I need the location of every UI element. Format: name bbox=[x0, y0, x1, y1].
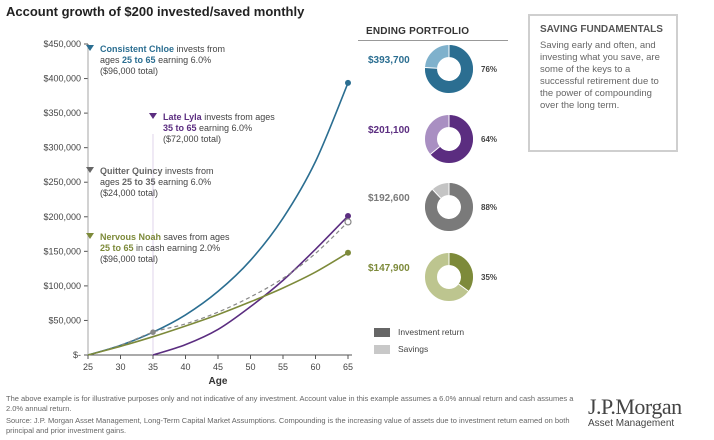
annotation-line1-noah: Nervous Noah saves from ages bbox=[100, 232, 230, 242]
annotation-text-chloe: invests from bbox=[174, 44, 225, 54]
growth-line-chart: $- $50,000 $100,000 $150,000 $200,000 $250,00… bbox=[43, 39, 353, 387]
footnote-disclaimer: The above example is for illustrative pu… bbox=[6, 394, 574, 413]
annotation-name-quincy: Quitter Quincy bbox=[100, 166, 163, 176]
annotation-ages-chloe: 25 to 65 bbox=[122, 55, 156, 65]
x-tick-label: 30 bbox=[115, 362, 125, 372]
y-tick-label: $50,000 bbox=[48, 315, 81, 325]
annotation-total-quincy: ($24,000 total) bbox=[100, 188, 158, 198]
annotation-ages-quincy: 25 to 35 bbox=[122, 177, 156, 187]
footnote-source: Source: J.P. Morgan Asset Management, Lo… bbox=[6, 416, 570, 435]
y-tick-label: $450,000 bbox=[43, 39, 81, 49]
portfolio-value-1: $393,700 bbox=[368, 55, 410, 66]
end-marker-chloe bbox=[345, 79, 351, 86]
x-tick-label: 25 bbox=[83, 362, 93, 372]
y-tick-label: $250,000 bbox=[43, 177, 81, 187]
portfolio-return-pct-1: 76% bbox=[481, 65, 498, 74]
jpmorgan-logo: J.P.Morgan Asset Management bbox=[588, 396, 682, 430]
x-tick-label: 35 bbox=[148, 362, 158, 372]
annotation-marker-quincy bbox=[86, 167, 94, 173]
portfolio-value-3: $192,600 bbox=[368, 193, 410, 204]
portfolio-value-2: $201,100 bbox=[368, 125, 410, 136]
chart-series bbox=[87, 82, 349, 356]
portfolio-value-4: $147,900 bbox=[368, 263, 410, 274]
series-line-lyla bbox=[152, 215, 349, 356]
annotation-line2-chloe: ages 25 to 65 earning 6.0% bbox=[100, 55, 211, 65]
annotation-ages-noah: 25 to 65 bbox=[100, 243, 134, 253]
annotation-ages-lyla: 35 to 65 bbox=[163, 123, 197, 133]
donut-investment-return-slice bbox=[425, 183, 473, 231]
portfolio-donut-4 bbox=[425, 253, 473, 301]
legend-label-savings: Savings bbox=[398, 344, 429, 354]
end-marker-lyla bbox=[345, 213, 351, 220]
portfolio-donut-2 bbox=[425, 115, 473, 163]
annotation-total-chloe: ($96,000 total) bbox=[100, 66, 158, 76]
x-tick-label: 40 bbox=[180, 362, 190, 372]
annotation-text-noah: saves from ages bbox=[161, 232, 230, 242]
x-tick-label: 50 bbox=[245, 362, 255, 372]
annotation-line2-quincy: ages 25 to 35 earning 6.0% bbox=[100, 177, 211, 187]
x-tick-label: 60 bbox=[310, 362, 320, 372]
chart-title: Account growth of $200 invested/saved mo… bbox=[6, 4, 305, 19]
series-line-noah bbox=[87, 252, 349, 356]
y-tick-label: $- bbox=[73, 350, 81, 360]
donut-investment-return-slice bbox=[425, 45, 473, 93]
chart-end-markers bbox=[150, 79, 352, 335]
donut-slice-divider bbox=[425, 66, 438, 69]
annotation-text-lyla: invests from ages bbox=[202, 112, 276, 122]
donut-slice-divider bbox=[430, 146, 441, 155]
portfolio-donut-3 bbox=[425, 183, 473, 231]
annotation-line1-lyla: Late Lyla invests from ages bbox=[163, 112, 275, 122]
x-tick-label: 55 bbox=[278, 362, 288, 372]
annotation-marker-lyla bbox=[149, 113, 157, 119]
annotation-name-noah: Nervous Noah bbox=[100, 232, 161, 242]
annotation-line2-noah: 25 to 65 in cash earning 2.0% bbox=[100, 243, 220, 253]
annotation-total-lyla: ($72,000 total) bbox=[163, 134, 221, 144]
logo-subtitle: Asset Management bbox=[588, 418, 675, 429]
saving-fundamentals-text: Saving early and often, and investing wh… bbox=[540, 40, 660, 111]
legend-swatch-savings bbox=[374, 345, 390, 355]
saving-fundamentals-title: SAVING FUNDAMENTALS bbox=[540, 24, 663, 35]
portfolio-return-pct-4: 35% bbox=[481, 273, 498, 282]
end-marker-quincy bbox=[344, 218, 352, 226]
annotation-line1-quincy: Quitter Quincy invests from bbox=[100, 166, 214, 176]
annotation-marker-noah bbox=[86, 233, 94, 239]
portfolio-return-pct-2: 64% bbox=[481, 135, 498, 144]
legend-savings: Savings bbox=[374, 344, 429, 355]
portfolio-donut-1 bbox=[425, 45, 473, 93]
x-tick-label: 45 bbox=[213, 362, 223, 372]
donut-slice-divider bbox=[432, 189, 442, 199]
donut-investment-return-slice bbox=[449, 253, 473, 292]
legend-label-investment-return: Investment return bbox=[398, 327, 465, 337]
donut-slice-divider bbox=[458, 283, 469, 292]
annotation-line2-lyla: 35 to 65 earning 6.0% bbox=[163, 123, 252, 133]
annotation-name-lyla: Late Lyla bbox=[163, 112, 203, 122]
portfolio-divider bbox=[358, 40, 508, 41]
saving-fundamentals-box: SAVING FUNDAMENTALS Saving early and oft… bbox=[528, 14, 678, 152]
annotation-marker-chloe bbox=[86, 45, 94, 51]
portfolio-return-pct-3: 88% bbox=[481, 203, 498, 212]
donut-investment-return-slice bbox=[430, 115, 473, 163]
y-tick-label: $100,000 bbox=[43, 281, 81, 291]
logo-wordmark: J.P.Morgan bbox=[588, 394, 682, 419]
series-line-chloe bbox=[87, 82, 349, 356]
y-tick-label: $400,000 bbox=[43, 74, 81, 84]
legend-investment-return: Investment return bbox=[374, 327, 465, 338]
annotation-text-quincy: invests from bbox=[163, 166, 214, 176]
y-tick-label: $150,000 bbox=[43, 246, 81, 256]
y-tick-label: $200,000 bbox=[43, 212, 81, 222]
legend-swatch-investment-return bbox=[374, 328, 390, 338]
series-line-quincy bbox=[87, 221, 349, 356]
end-marker-noah bbox=[345, 249, 351, 256]
x-tick-label: 65 bbox=[343, 362, 353, 372]
chart-axes: $- $50,000 $100,000 $150,000 $200,000 $250,00… bbox=[43, 39, 353, 387]
ending-portfolio-heading: ENDING PORTFOLIO bbox=[366, 26, 470, 37]
y-tick-label: $300,000 bbox=[43, 143, 81, 153]
annotation-line1-chloe: Consistent Chloe invests from bbox=[100, 44, 225, 54]
y-tick-label: $350,000 bbox=[43, 108, 81, 118]
x-axis-label: Age bbox=[209, 376, 228, 387]
quincy-stop-marker bbox=[150, 329, 156, 335]
annotation-name-chloe: Consistent Chloe bbox=[100, 44, 174, 54]
annotation-total-noah: ($96,000 total) bbox=[100, 254, 158, 264]
